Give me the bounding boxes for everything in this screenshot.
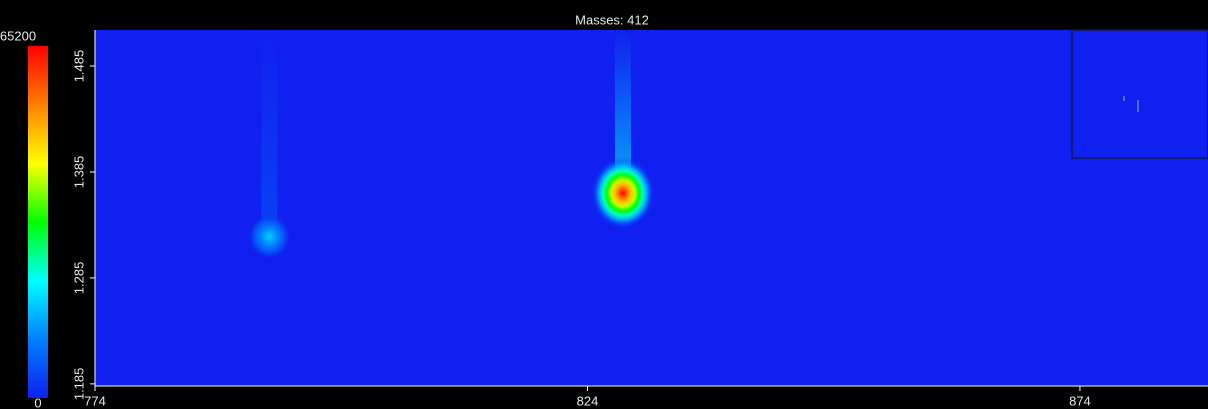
inset-box	[1071, 29, 1208, 159]
chart-title: Masses: 412	[575, 12, 649, 27]
x-tick-label: 824	[577, 393, 599, 408]
colorbar-max-label: 65200	[0, 28, 36, 43]
y-tick-label: 1.485	[71, 50, 86, 83]
colorbar-min-label: 0	[34, 395, 41, 409]
y-tick-label: 1.285	[71, 262, 86, 295]
peak	[247, 213, 292, 260]
peak-tail	[614, 30, 631, 194]
peak	[590, 157, 655, 230]
colorbar	[28, 46, 48, 398]
y-tick-label: 1.385	[71, 156, 86, 189]
y-tick-label: 1.185	[71, 368, 86, 401]
peak-tail	[261, 30, 278, 237]
x-tick-label: 874	[1069, 393, 1091, 408]
x-tick-label: 774	[84, 393, 106, 408]
